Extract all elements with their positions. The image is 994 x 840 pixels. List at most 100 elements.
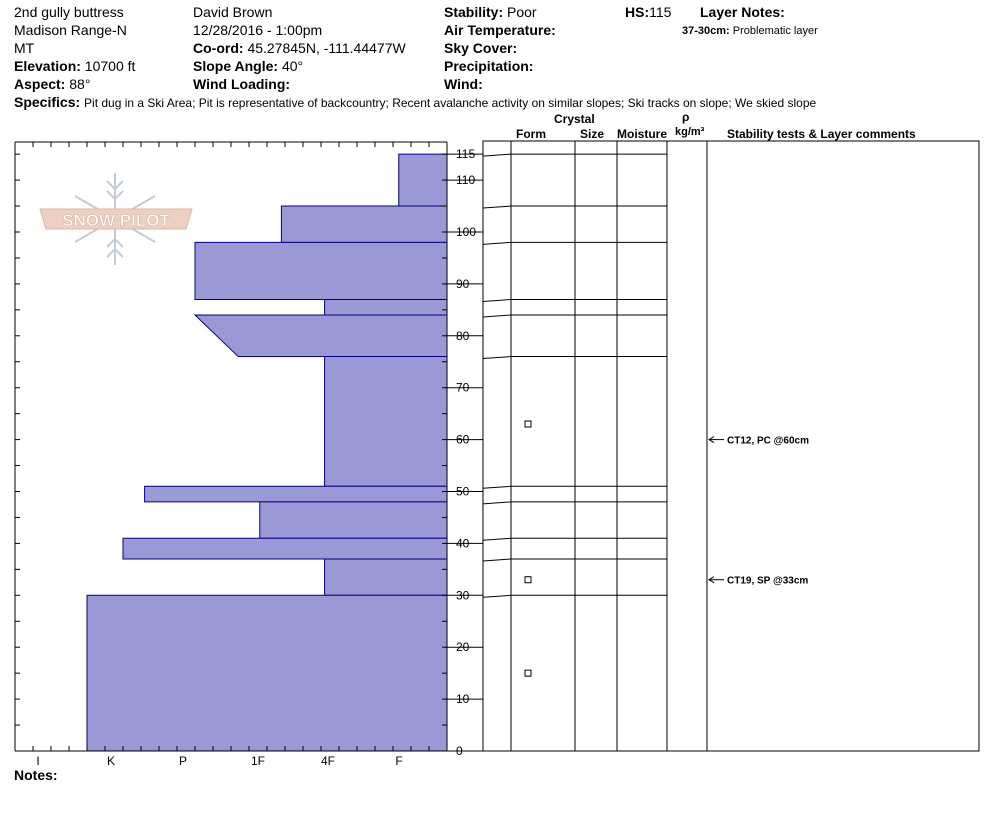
crystal-form-symbol-1 xyxy=(524,576,532,584)
specifics: Specifics: Pit dug in a Ski Area; Pit is… xyxy=(14,94,816,111)
layer-connector-4 xyxy=(482,314,512,318)
hardness-label-4F: 4F xyxy=(321,754,335,768)
stability-test-arrowhead-0 xyxy=(708,436,715,444)
logo-text: SNOW PILOT xyxy=(62,211,170,230)
depth-label-20: 20 xyxy=(456,640,470,654)
depth-label-0: 0 xyxy=(456,744,463,758)
specifics-text: Pit dug in a Ski Area; Pit is representa… xyxy=(84,96,817,110)
layer-connector-9 xyxy=(482,558,512,562)
layer-note: 37-30cm: Problematic layer xyxy=(682,23,818,39)
layer-connector-2 xyxy=(482,241,512,245)
aspect-value: 88° xyxy=(69,76,91,92)
hardness-layer-0 xyxy=(398,153,448,207)
observer: David Brown xyxy=(193,4,273,20)
slope-label: Slope Angle: xyxy=(193,58,279,74)
layer-connector-0 xyxy=(482,153,512,157)
specifics-label: Specifics: xyxy=(14,94,81,110)
depth-label-60: 60 xyxy=(456,433,470,447)
stability-value: Poor xyxy=(507,4,537,20)
hardness-label-1F: 1F xyxy=(251,754,265,768)
depth-label-110: 110 xyxy=(456,173,475,187)
depth-label-10: 10 xyxy=(456,692,470,706)
hardness-layer-9 xyxy=(324,558,448,596)
depth-label-30: 30 xyxy=(456,588,470,602)
precipitation: Precipitation: xyxy=(444,58,533,74)
depth-label-40: 40 xyxy=(456,536,470,550)
aspect: Aspect: 88° xyxy=(14,76,90,92)
hardness-layer-6 xyxy=(144,485,448,503)
location: 2nd gully buttress xyxy=(14,4,124,20)
hs: HS:115 xyxy=(625,4,671,20)
layer-connector-3 xyxy=(482,298,512,302)
datetime: 12/28/2016 - 1:00pm xyxy=(193,22,323,38)
hardness-label-F: F xyxy=(395,754,402,768)
air-temperature: Air Temperature: xyxy=(444,22,556,38)
layer-table-frame xyxy=(482,140,980,752)
hardness-layer-8 xyxy=(122,537,448,560)
size-header: Size xyxy=(580,127,605,141)
sky-cover-label: Sky Cover: xyxy=(444,40,518,56)
coordinates: Co-ord: 45.27845N, -111.44477W xyxy=(193,40,406,56)
hardness-layer-3 xyxy=(324,298,448,316)
layer-connector-6 xyxy=(482,485,512,489)
hardness-label-P: P xyxy=(179,754,187,768)
layer-connector-10 xyxy=(482,594,512,598)
hardness-layer-1 xyxy=(280,205,448,243)
precip-label: Precipitation: xyxy=(444,58,534,74)
air-temp-label: Air Temperature: xyxy=(444,22,556,38)
slope-value: 40° xyxy=(281,58,304,74)
depth-label-70: 70 xyxy=(456,381,470,395)
range: Madison Range-N xyxy=(14,22,127,38)
depth-label-90: 90 xyxy=(456,277,470,291)
hardness-layer-7 xyxy=(259,501,448,539)
hardness-layer-4 xyxy=(193,314,448,358)
hardness-layer-10 xyxy=(86,594,448,752)
layer-notes-label: Layer Notes: xyxy=(700,4,785,20)
layer-connector-7 xyxy=(482,501,512,505)
sky-cover: Sky Cover: xyxy=(444,40,517,56)
stability-tests-header: Stability tests & Layer comments xyxy=(727,127,916,141)
stability-label: Stability: xyxy=(444,4,504,20)
notes-label: Notes: xyxy=(14,767,58,783)
slope-angle: Slope Angle: 40° xyxy=(193,58,303,74)
hardness-layer-2 xyxy=(194,241,448,300)
layer-note-text: Problematic layer xyxy=(732,25,818,37)
aspect-label: Aspect: xyxy=(14,76,66,92)
stability: Stability: Poor xyxy=(444,4,537,20)
stability-test-label-1: CT19, SP @33cm xyxy=(727,576,808,587)
coord-label: Co-ord: xyxy=(193,40,244,56)
stability-test-arrowhead-1 xyxy=(708,576,715,584)
wind-loading: Wind Loading: xyxy=(193,76,290,92)
depth-label-100: 100 xyxy=(456,225,476,239)
crystal-form-symbol-2 xyxy=(524,669,532,677)
layer-connector-5 xyxy=(482,356,512,360)
depth-label-50: 50 xyxy=(456,485,470,499)
layer-connector-1 xyxy=(482,205,512,209)
layer-connector-8 xyxy=(482,537,512,541)
stability-test-label-0: CT12, PC @60cm xyxy=(727,436,809,447)
hs-value: 115 xyxy=(649,4,672,20)
elevation-value: 10700 ft xyxy=(84,58,136,74)
hardness-layer-5 xyxy=(324,356,448,487)
elevation: Elevation: 10700 ft xyxy=(14,58,135,74)
moisture-header: Moisture xyxy=(617,127,668,141)
density-unit-header: kg/m³ xyxy=(675,126,705,138)
form-header: Form xyxy=(516,127,546,141)
hardness-label-K: K xyxy=(107,754,115,768)
snowpilot-logo: SNOW PILOT xyxy=(39,173,193,265)
crystal-form-symbol-0 xyxy=(524,420,532,428)
hs-label: HS: xyxy=(625,4,650,20)
hardness-label-I: I xyxy=(36,754,39,768)
state: MT xyxy=(14,40,35,56)
elevation-label: Elevation: xyxy=(14,58,81,74)
layer-note-range: 37-30cm: xyxy=(682,25,730,37)
wind: Wind: xyxy=(444,76,483,92)
depth-label-80: 80 xyxy=(456,329,470,343)
crystal-header: Crystal xyxy=(554,112,595,126)
coord-value: 45.27845N, -111.44477W xyxy=(247,40,406,56)
rho-header: ρ xyxy=(682,110,690,124)
depth-label-115: 115 xyxy=(456,147,475,161)
wind-label: Wind: xyxy=(444,76,483,92)
wind-loading-label: Wind Loading: xyxy=(193,76,291,92)
